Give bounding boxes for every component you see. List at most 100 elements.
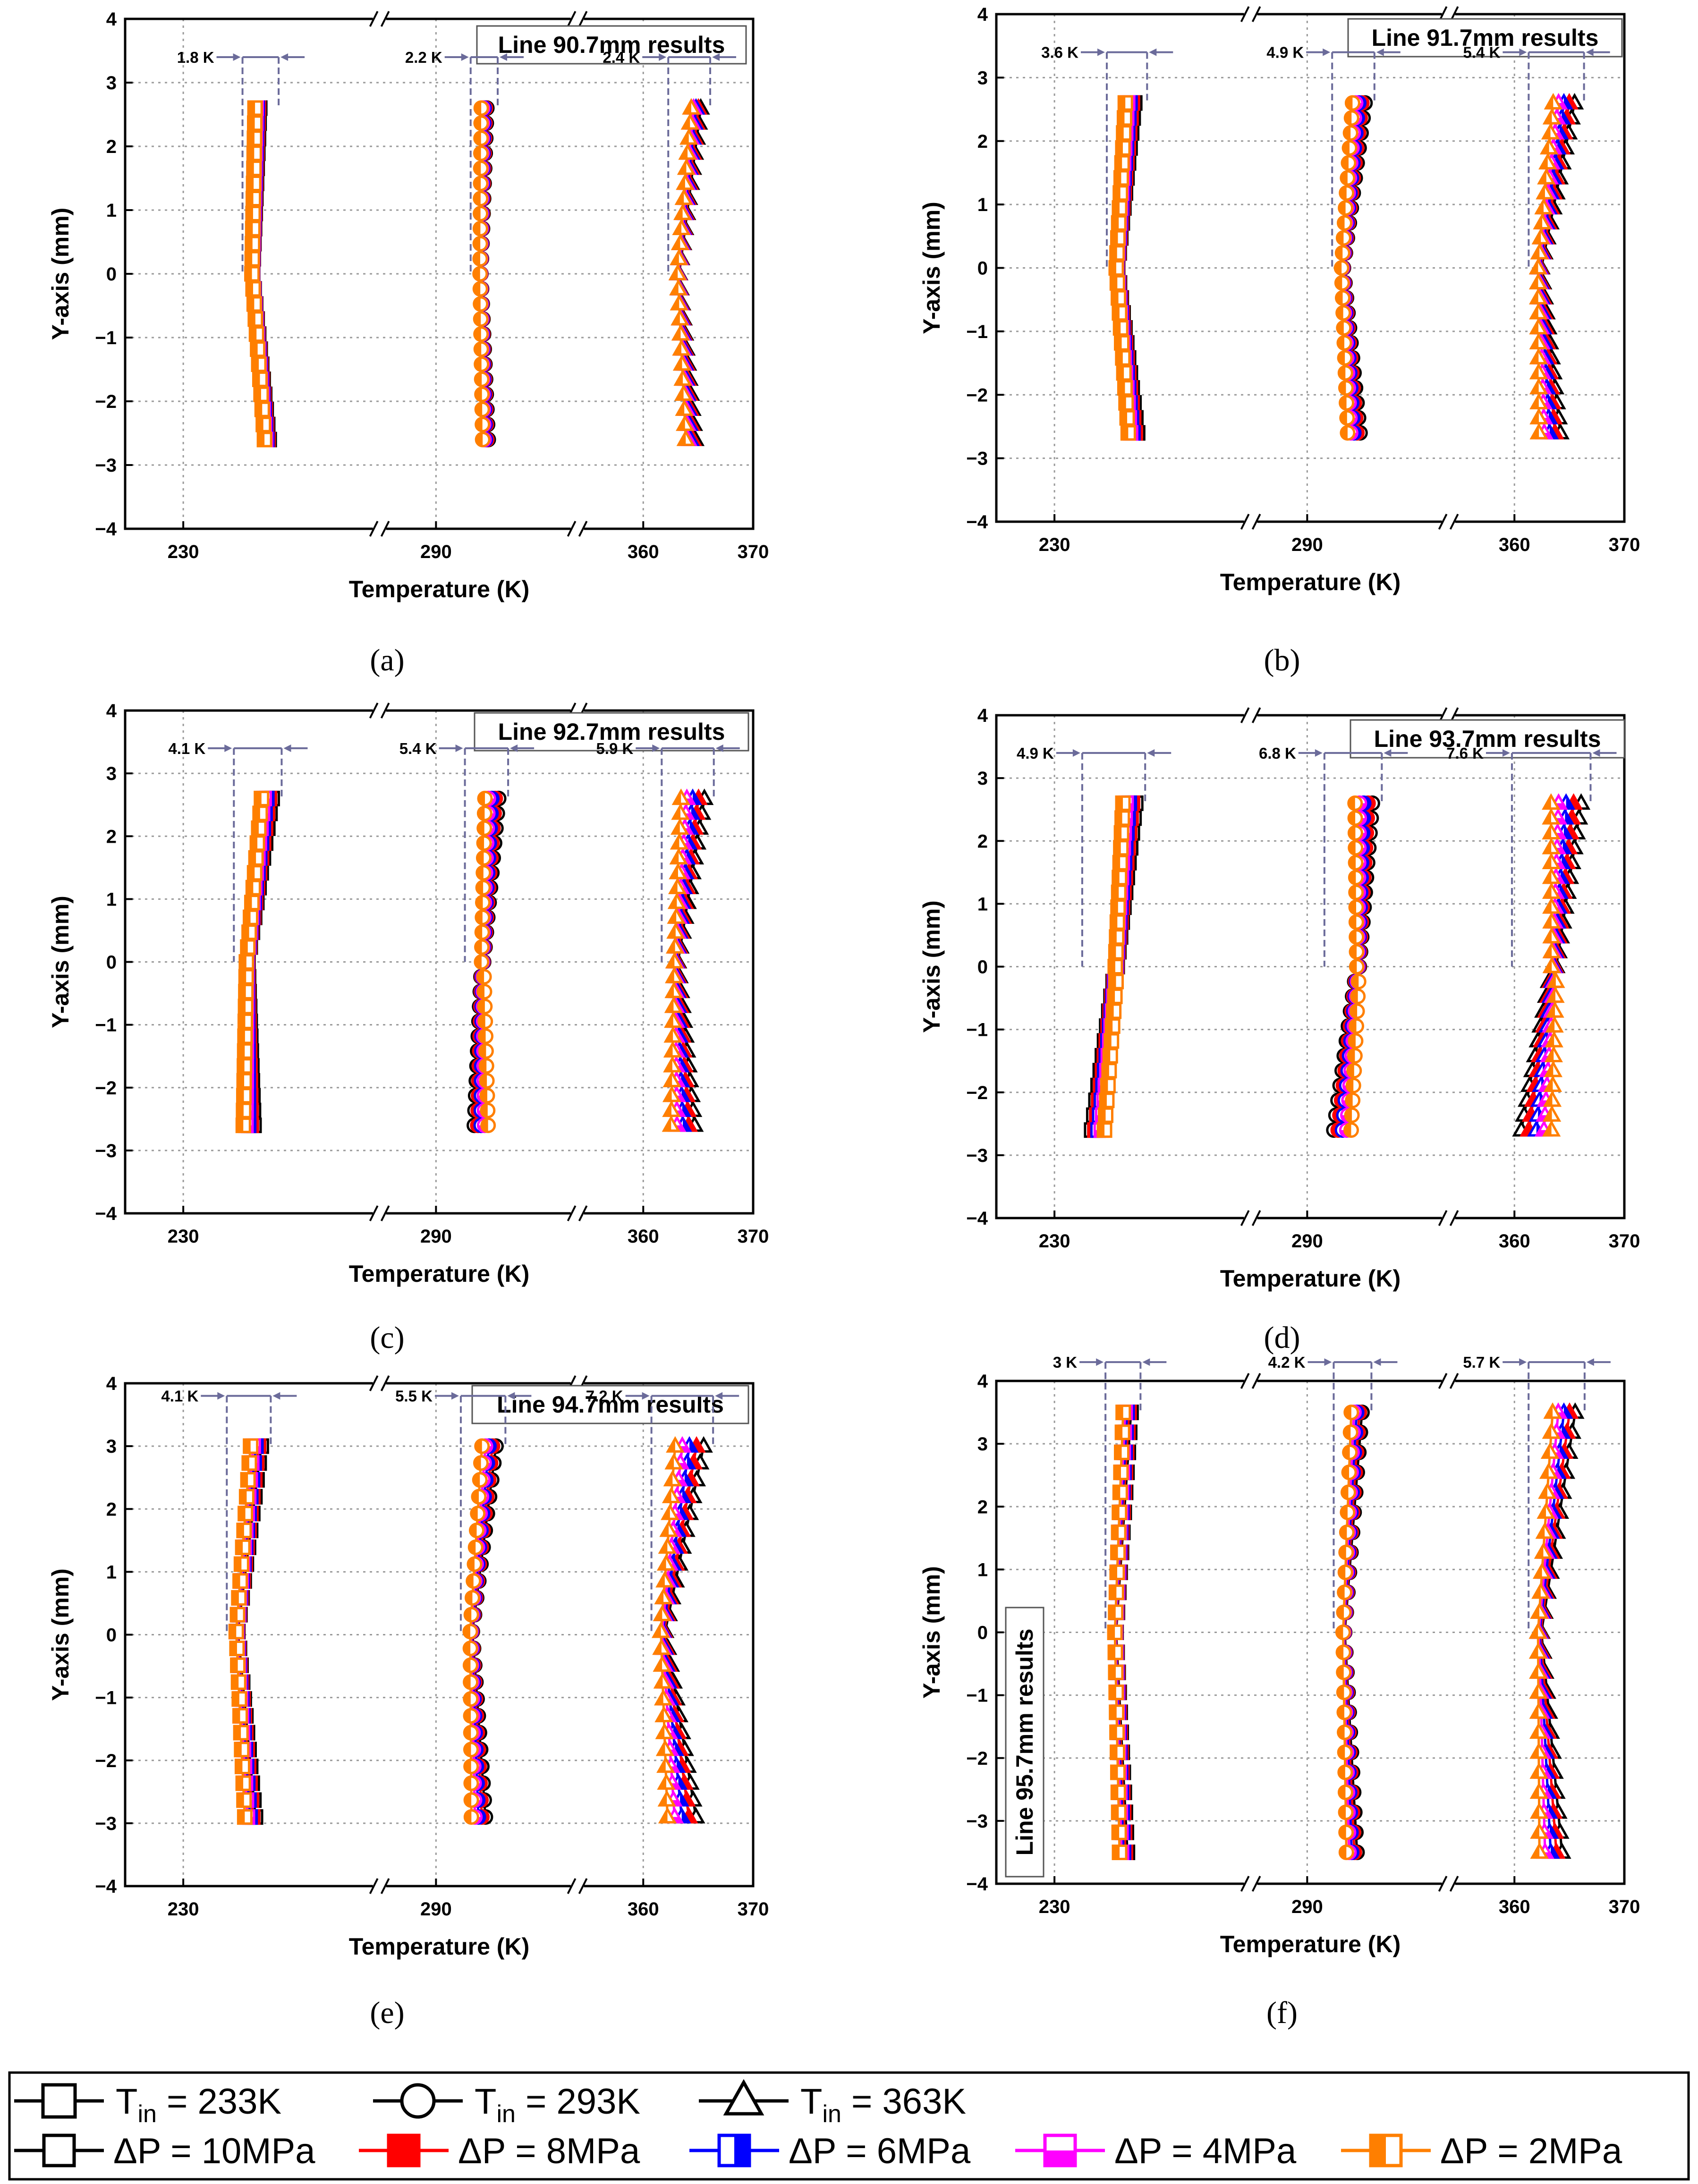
data-point (1343, 1405, 1359, 1420)
data-point (245, 220, 261, 237)
data-point (246, 130, 263, 146)
data-point (1337, 1565, 1353, 1580)
data-point (1340, 425, 1356, 441)
data-point (1342, 1424, 1358, 1440)
data-point (232, 1573, 248, 1589)
axis-break-mark (1240, 1210, 1261, 1226)
y-tick-label: −1 (95, 1688, 117, 1709)
data-point (246, 296, 262, 312)
data-point (1337, 215, 1353, 231)
data-point (254, 790, 270, 806)
axis-break-mark (369, 1375, 390, 1391)
data-point (1338, 380, 1354, 396)
data-point (238, 1489, 255, 1505)
y-tick-label: −2 (966, 385, 988, 406)
y-tick-label: −4 (966, 1208, 988, 1229)
grid-lines (125, 711, 753, 1213)
data-point (246, 161, 262, 177)
data-point (1348, 899, 1364, 915)
data-point (466, 1573, 482, 1589)
x-tick-label: 360 (628, 1226, 659, 1247)
data-point (1100, 1077, 1116, 1093)
y-tick-label: −1 (95, 328, 117, 348)
y-tick-label: −4 (95, 519, 117, 540)
data-point (1340, 170, 1356, 186)
data-point (1339, 185, 1355, 201)
data-point (1337, 1784, 1353, 1800)
panel-e: 4 3 2 1 0 −1 −2 −3 −4 230 290 360 370 Temperature (K)… (47, 1373, 769, 2030)
spread-label: 5.7 K (1463, 1354, 1500, 1371)
data-point (1112, 1844, 1128, 1860)
data-point (1338, 1804, 1354, 1820)
data-point (474, 924, 490, 940)
data-point (670, 248, 688, 265)
data-point (1099, 1092, 1115, 1109)
data-point (1114, 1424, 1130, 1440)
axis-break-mark (369, 521, 390, 537)
data-point (472, 1472, 488, 1488)
series-triangle (651, 1436, 713, 1824)
data-point (1337, 1744, 1353, 1761)
series-square (1108, 95, 1146, 441)
x-axis-title: Temperature (K) (349, 576, 529, 602)
data-point (1339, 410, 1355, 426)
data-point (1118, 395, 1134, 411)
data-point (1115, 1405, 1131, 1421)
y-tick-label: −2 (95, 1751, 117, 1771)
y-axis-title: Y-axis (mm) (918, 202, 945, 334)
data-point (235, 1117, 251, 1134)
data-point (474, 1438, 490, 1454)
axis-break-mark (1240, 514, 1261, 530)
y-tick-label: 2 (977, 831, 988, 852)
axis-break-mark (369, 1878, 390, 1894)
data-point (241, 1455, 257, 1471)
series-circle (1335, 1405, 1370, 1860)
y-axis-title: Y-axis (mm) (47, 208, 74, 340)
spread-label: 5.5 K (395, 1388, 433, 1405)
data-point (1338, 200, 1354, 216)
data-point (1336, 1604, 1352, 1620)
data-point (240, 1472, 256, 1488)
data-point (252, 371, 268, 387)
data-point (1349, 959, 1365, 974)
legend-marker-square (717, 2133, 751, 2167)
spread-label: 5.4 K (399, 740, 437, 757)
x-axis-title: Temperature (K) (1220, 1265, 1401, 1292)
y-tick-label: 4 (977, 1371, 988, 1392)
data-point (249, 835, 265, 851)
spread-label: 5.9 K (596, 740, 633, 757)
data-point (474, 401, 490, 417)
x-tick-label: 370 (1609, 1896, 1640, 1917)
x-axis-title: Temperature (K) (349, 1261, 529, 1287)
data-point (230, 1674, 246, 1690)
y-tick-label: −1 (966, 322, 988, 342)
data-point (244, 895, 260, 911)
panel-f: 4 3 2 1 0 −1 −2 −3 −4 230 290 360 370 Temperature (K)… (918, 1354, 1640, 2030)
data-point (1110, 1784, 1126, 1800)
data-point (462, 1624, 478, 1640)
data-point (1348, 855, 1364, 871)
spread-annotation: 7.6 K (1446, 745, 1617, 967)
data-point (1348, 914, 1364, 930)
data-point (474, 356, 490, 372)
data-point (245, 281, 261, 297)
y-tick-label: 0 (106, 264, 117, 285)
data-point (237, 1058, 253, 1074)
data-point (1334, 245, 1350, 261)
data-point (1109, 1704, 1125, 1720)
data-point (1335, 1644, 1351, 1660)
data-point (473, 1455, 489, 1471)
data-point (1337, 1724, 1353, 1740)
data-point (1336, 1685, 1352, 1700)
data-point (1111, 290, 1127, 306)
panel-caption: (f) (1266, 1996, 1298, 2030)
data-point (463, 1775, 479, 1791)
data-point (1104, 1033, 1120, 1049)
data-point (247, 311, 263, 327)
data-point (1336, 1664, 1352, 1680)
data-point (229, 1607, 246, 1623)
spread-label: 4.9 K (1266, 44, 1304, 61)
y-tick-label: 1 (106, 200, 117, 221)
data-point (468, 1523, 484, 1539)
